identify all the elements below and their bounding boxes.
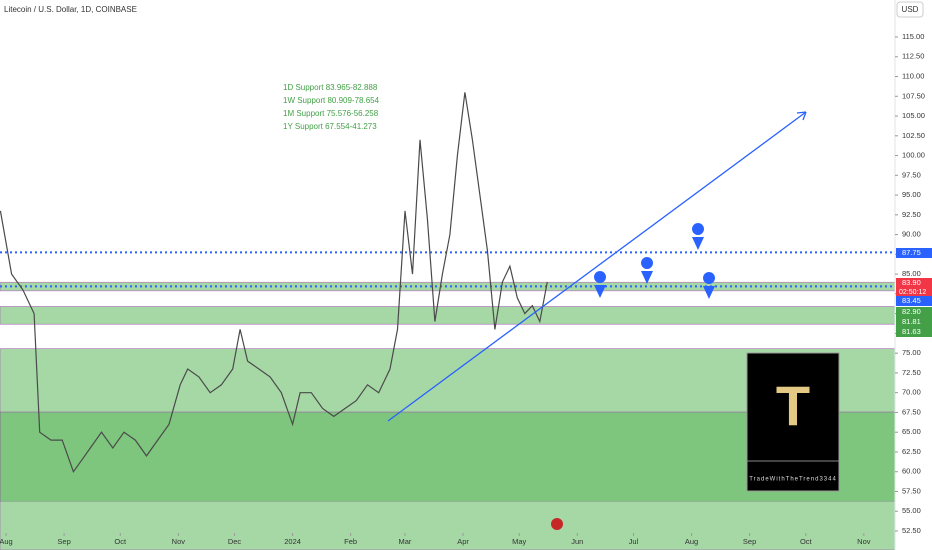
logo-box [746, 352, 840, 492]
pin [594, 271, 607, 298]
countdown: 02:50:12 [899, 289, 926, 296]
pin [703, 272, 716, 299]
x-tick-label: Jun [571, 537, 583, 546]
y-tick-label: 55.00 [902, 506, 921, 515]
price-tag [896, 317, 932, 327]
x-tick-label: Dec [228, 537, 242, 546]
logo-letter: T [776, 374, 810, 437]
y-tick-label: 52.50 [902, 526, 921, 535]
currency-box [896, 1, 924, 18]
y-tick-label: 75.00 [902, 348, 921, 357]
price-tag-label: 83.45 [902, 296, 921, 305]
support-label: 1Y Support 67.554-41.273 [283, 122, 377, 131]
y-tick-label: 110.00 [902, 72, 924, 81]
price-tag-label: 83.90 [902, 278, 921, 287]
pins [594, 223, 716, 299]
y-tick-label: 115.00 [902, 32, 924, 41]
price-tag-label: 81.63 [902, 327, 921, 336]
plot [0, 92, 895, 473]
trend-arrow [387, 111, 807, 422]
price-tag-label: 81.81 [902, 317, 921, 326]
logo-handle: TradeWithTheTrend3344 [749, 477, 837, 483]
y-tick-label: 92.50 [902, 210, 921, 219]
support-label: 1M Support 75.576-56.258 [283, 109, 379, 118]
x-tick-label: Aug [0, 537, 13, 546]
x-tick-label: Nov [857, 537, 871, 546]
support-band [0, 411, 896, 550]
x-tick-label: Sep [57, 537, 70, 546]
price-tag [896, 278, 932, 298]
pin [692, 223, 705, 250]
arrow-head [796, 111, 807, 121]
support-label: 1D Support 83.965-82.888 [283, 83, 378, 92]
price-line-series [0, 92, 548, 473]
y-tick-label: 90.00 [902, 230, 921, 239]
pin [641, 257, 654, 284]
x-tick-label: Apr [457, 537, 469, 546]
y-tick-label: 112.50 [902, 52, 924, 61]
chart-title: Litecoin / U.S. Dollar, 1D, COINBASE [4, 5, 137, 14]
overlay: 1D Support 83.965-82.888 1W Support 80.90… [0, 32, 932, 546]
x-tick-label: Nov [172, 537, 186, 546]
y-tick-label: 67.50 [902, 407, 921, 416]
bands [0, 281, 896, 550]
price-tag [896, 248, 932, 258]
x-tick-label: Feb [344, 537, 357, 546]
y-tick-label: 97.50 [902, 170, 921, 179]
x-tick-label: Mar [399, 537, 412, 546]
x-tick-label: Oct [800, 537, 813, 546]
y-tick-label: 102.50 [902, 131, 925, 140]
x-tick-label: 2024 [284, 537, 301, 546]
y-tick-label: 72.50 [902, 368, 921, 377]
x-tick-label: May [512, 537, 526, 546]
x-tick-label: Aug [685, 537, 698, 546]
price-tag [896, 307, 932, 317]
price-axis [895, 0, 932, 550]
support-band [0, 306, 896, 325]
y-tick-label: 65.00 [902, 427, 921, 436]
x-tick-label: Jul [629, 537, 639, 546]
y-tick-label: 100.00 [902, 151, 925, 160]
y-tick-label: 107.50 [902, 91, 925, 100]
price-tag-label: 87.75 [902, 248, 921, 257]
currency: USD [902, 5, 919, 14]
y-tick-label: 70.00 [902, 388, 921, 397]
y-tick-label: 57.50 [902, 486, 921, 495]
flag-icon [551, 518, 563, 530]
y-tick-label: 95.00 [902, 190, 921, 199]
price-tag-label: 82.90 [902, 307, 921, 316]
y-tick-label: 60.00 [902, 467, 921, 476]
y-tick-label: 105.00 [902, 111, 925, 120]
y-tick-label: 85.00 [902, 269, 921, 278]
x-tick-label: Sep [743, 537, 756, 546]
x-tick-label: Oct [114, 537, 127, 546]
price-tag [896, 296, 932, 306]
y-tick-label: 62.50 [902, 447, 921, 456]
support-label: 1W Support 80.909-78.654 [283, 96, 380, 105]
price-tag [896, 327, 932, 337]
